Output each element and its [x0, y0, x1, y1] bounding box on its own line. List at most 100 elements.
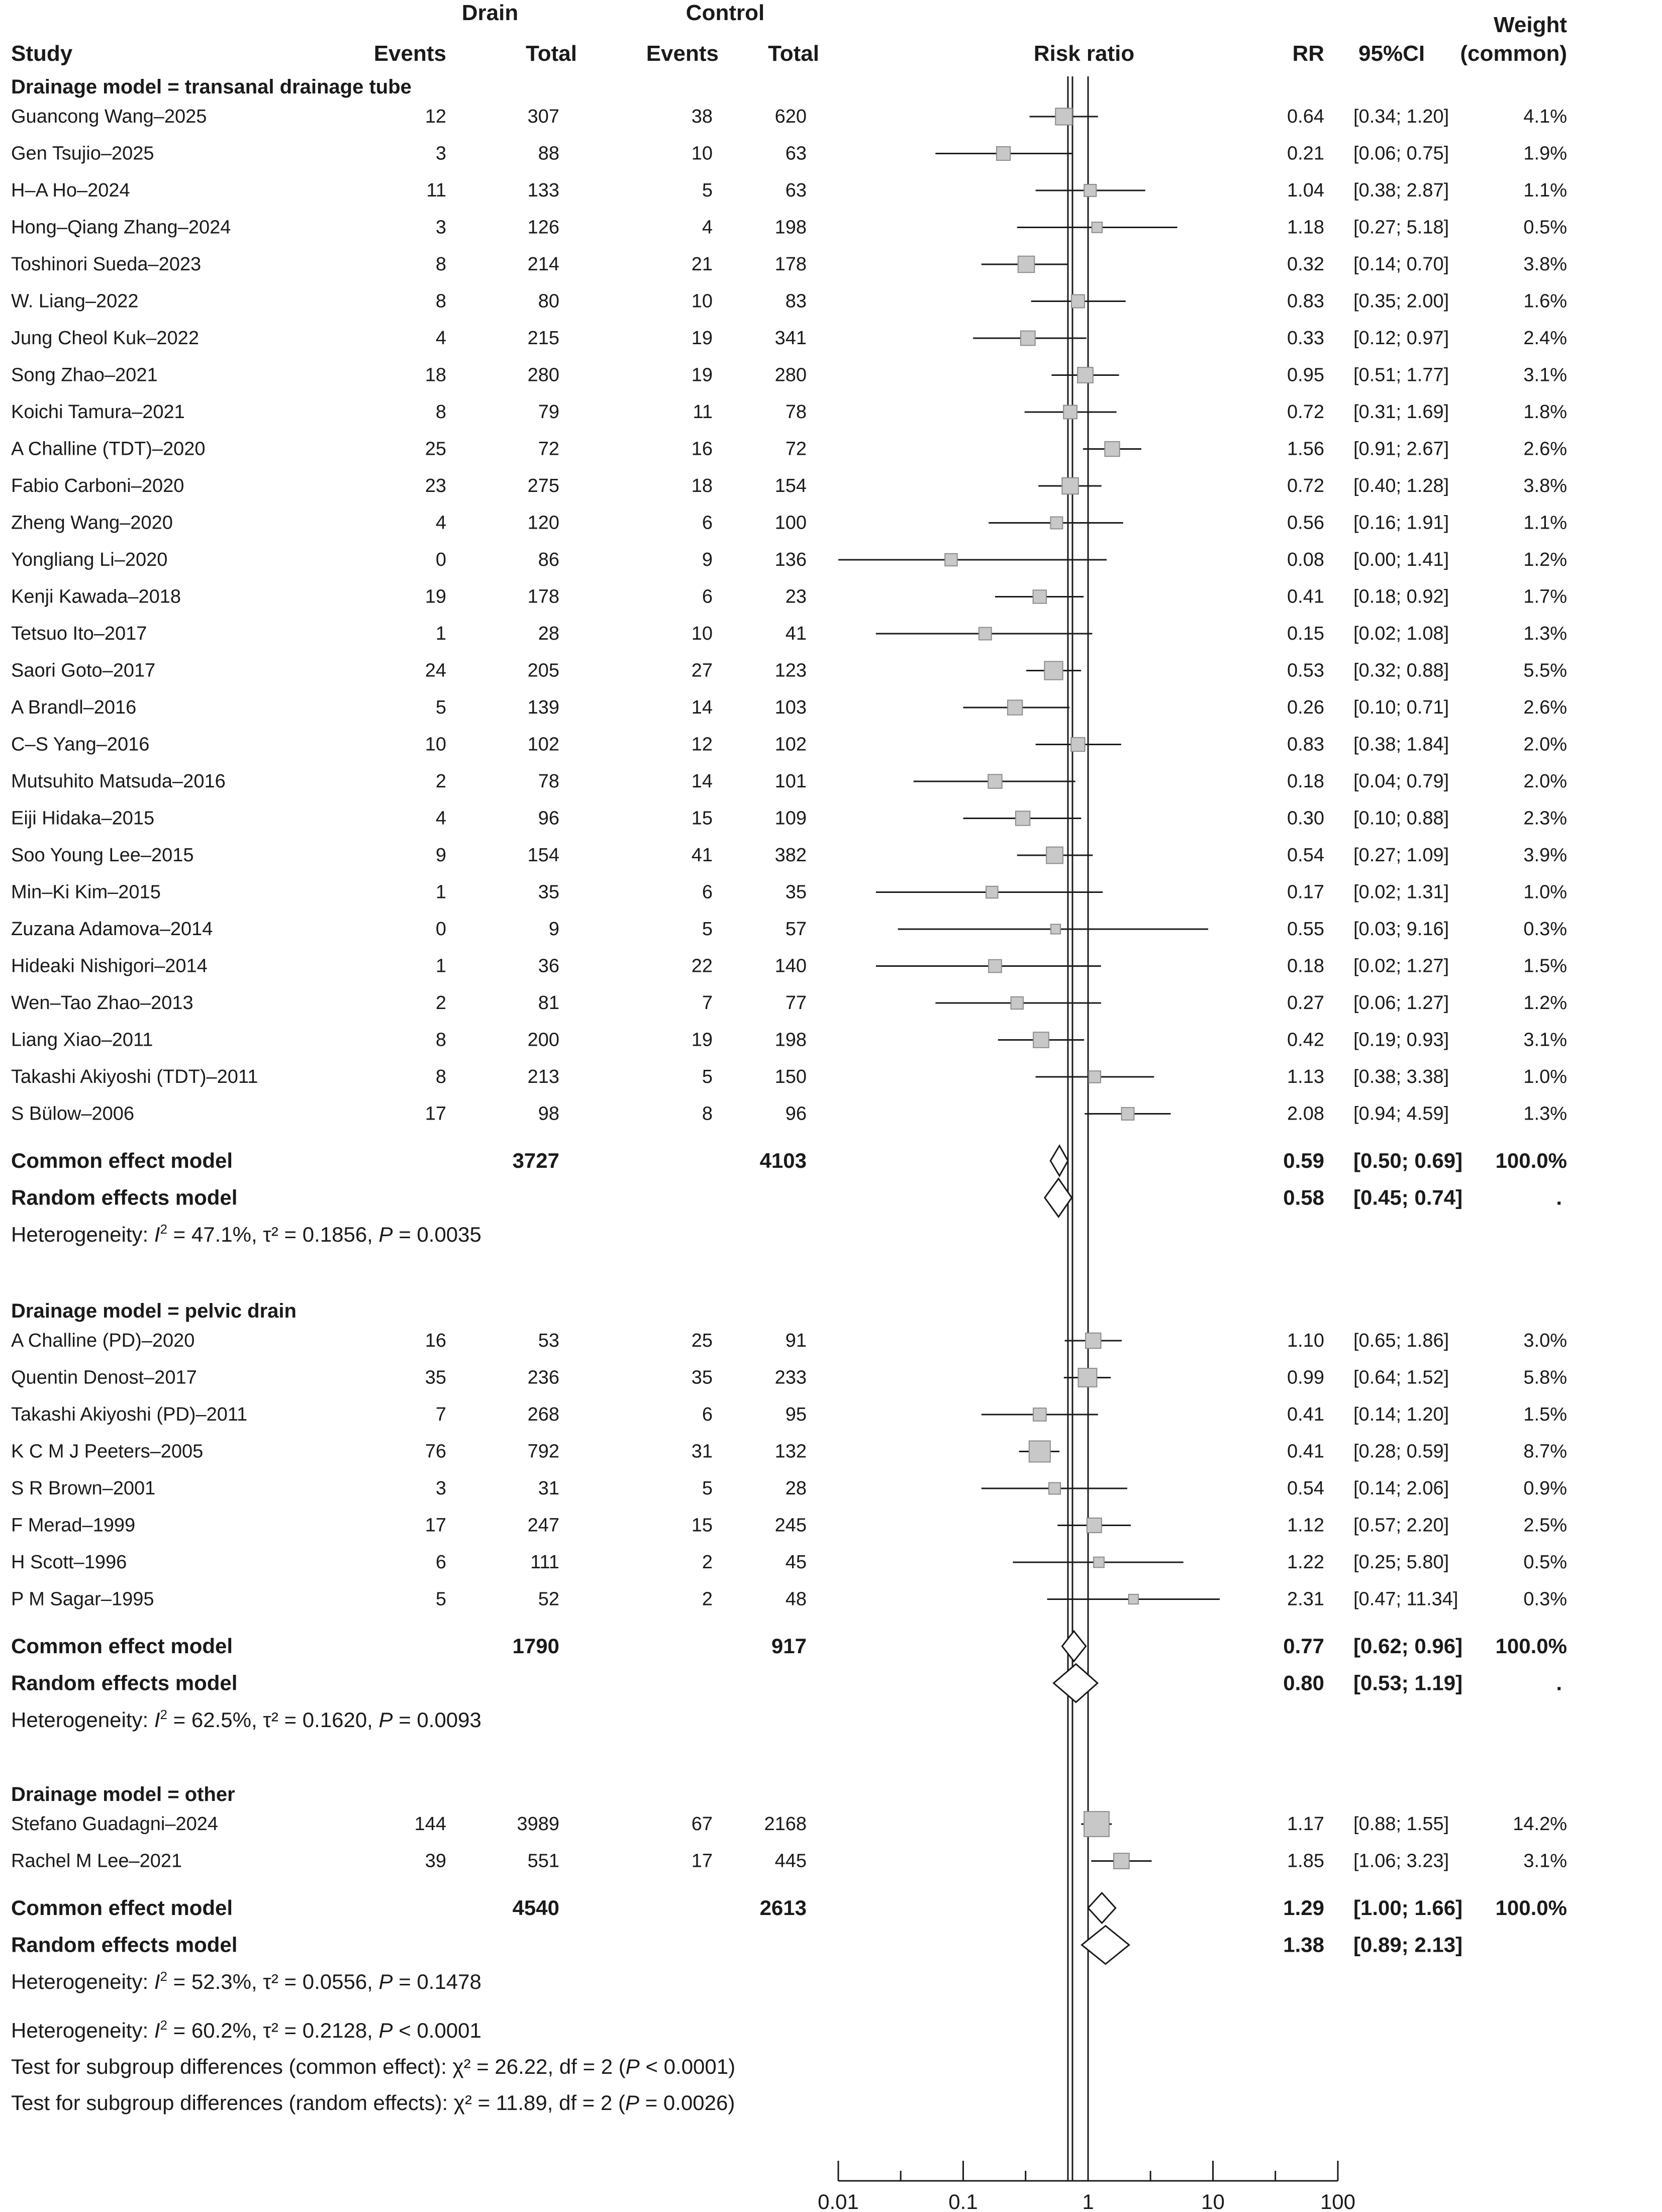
total-drain: 213	[528, 1066, 559, 1087]
header-rr: RR	[1292, 41, 1324, 66]
weight-value: 2.3%	[1523, 808, 1567, 829]
x-tick-label: 1	[1082, 2190, 1094, 2212]
ci-value: [0.19; 0.93]	[1353, 1030, 1449, 1051]
total-control: 140	[775, 956, 807, 977]
common-effect-label: Common effect model	[11, 1896, 233, 1920]
total-drain: 86	[538, 549, 559, 570]
rr-value: 1.04	[1287, 180, 1324, 201]
ci-value: [0.94; 4.59]	[1353, 1103, 1449, 1125]
events-drain: 17	[425, 1515, 446, 1536]
common-ci: [0.62; 0.96]	[1353, 1634, 1462, 1658]
weight-value: 1.2%	[1523, 549, 1567, 570]
weight-value: 2.4%	[1523, 328, 1567, 349]
rr-value: 0.26	[1287, 697, 1324, 718]
events-drain: 7	[436, 1404, 446, 1425]
weight-value: 2.6%	[1523, 697, 1567, 718]
common-effect-label: Common effect model	[11, 1149, 233, 1172]
total-drain: 268	[528, 1404, 559, 1425]
random-ci: [0.45; 0.74]	[1353, 1186, 1462, 1210]
ci-value: [0.57; 2.20]	[1353, 1515, 1449, 1536]
rr-value: 0.99	[1287, 1367, 1324, 1388]
subgroup-title: Drainage model = other	[11, 1783, 235, 1805]
effect-square	[1128, 1593, 1139, 1605]
weight-value: 1.1%	[1523, 513, 1567, 534]
effect-square	[1033, 1032, 1049, 1048]
events-drain: 3	[436, 143, 446, 164]
study-name: Quentin Denost–2017	[11, 1367, 197, 1388]
ci-value: [0.18; 0.92]	[1353, 586, 1449, 608]
overall-heterogeneity-text: Heterogeneity: I2 = 60.2%, τ² = 0.2128, …	[11, 2018, 481, 2042]
ci-value: [0.12; 0.97]	[1353, 328, 1449, 349]
total-drain: 178	[528, 586, 559, 608]
rr-value: 1.13	[1287, 1066, 1324, 1087]
events-drain: 16	[425, 1330, 446, 1351]
effect-square	[978, 627, 992, 641]
effect-square	[1032, 1407, 1047, 1422]
total-control: 63	[786, 180, 807, 201]
study-name: Zuzana Adamova–2014	[11, 919, 213, 940]
rr-value: 0.32	[1287, 254, 1324, 275]
events-drain: 0	[436, 549, 446, 570]
weight-value: 1.3%	[1523, 1103, 1567, 1125]
events-control: 5	[702, 180, 713, 201]
events-control: 19	[692, 1030, 713, 1051]
events-drain: 5	[436, 697, 446, 718]
events-drain: 3	[436, 217, 446, 238]
weight-value: 3.9%	[1523, 845, 1567, 866]
events-drain: 35	[425, 1367, 446, 1388]
study-name: Zheng Wang–2020	[11, 513, 173, 534]
effect-square	[986, 885, 999, 899]
rr-value: 1.85	[1287, 1851, 1324, 1872]
header-risk-ratio: Risk ratio	[1034, 41, 1135, 66]
subgroup-test-text: Test for subgroup differences (common ef…	[11, 2055, 735, 2078]
total-drain: 53	[538, 1330, 559, 1351]
rr-value: 1.17	[1287, 1814, 1324, 1835]
weight-value: 1.8%	[1523, 401, 1567, 423]
effect-square	[1113, 1853, 1130, 1869]
events-drain: 10	[425, 734, 446, 755]
effect-square	[944, 553, 958, 567]
effect-square	[1088, 1070, 1101, 1083]
total-control: 445	[775, 1851, 807, 1872]
events-drain: 8	[436, 254, 446, 275]
ci-value: [0.27; 1.09]	[1353, 845, 1449, 866]
total-drain: 102	[528, 734, 559, 755]
x-tick-label: 100	[1320, 2190, 1355, 2212]
heterogeneity-text: Heterogeneity: I2 = 62.5%, τ² = 0.1620, …	[11, 1707, 481, 1732]
total-drain: 31	[538, 1478, 559, 1499]
effect-square	[1070, 294, 1085, 309]
events-control: 6	[702, 513, 713, 534]
total-drain: 28	[538, 623, 559, 644]
total-drain: 139	[528, 697, 559, 718]
common-rr: 1.29	[1283, 1896, 1324, 1920]
total-drain: 154	[528, 845, 559, 866]
header-drain: Drain	[462, 1, 518, 25]
header-ci: 95%CI	[1358, 41, 1425, 66]
random-effects-label: Random effects model	[11, 1933, 237, 1957]
total-drain: 792	[528, 1441, 559, 1462]
rr-value: 0.56	[1287, 513, 1324, 534]
total-control: 245	[775, 1515, 807, 1536]
x-tick-label: 0.1	[948, 2190, 977, 2212]
ci-value: [0.38; 3.38]	[1353, 1066, 1449, 1087]
rr-value: 1.12	[1287, 1515, 1324, 1536]
rr-value: 0.18	[1287, 956, 1324, 977]
study-name: Koichi Tamura–2021	[11, 401, 185, 423]
total-drain: 236	[528, 1367, 559, 1388]
weight-value: 3.1%	[1523, 1030, 1567, 1051]
random-ci: [0.53; 1.19]	[1353, 1671, 1462, 1695]
total-control: 123	[775, 660, 807, 681]
study-name: S Bülow–2006	[11, 1103, 134, 1125]
ci-value: [0.25; 5.80]	[1353, 1552, 1449, 1573]
events-drain: 8	[436, 401, 446, 423]
pooled-diamond	[1087, 1891, 1117, 1925]
study-name: Yongliang Li–2020	[11, 549, 167, 570]
total-control: 233	[775, 1367, 807, 1388]
weight-value: 1.1%	[1523, 180, 1567, 201]
study-name: Gen Tsujio–2025	[11, 143, 154, 164]
events-control: 4	[702, 217, 713, 238]
common-effect-label: Common effect model	[11, 1634, 233, 1658]
weight-value: 1.2%	[1523, 992, 1567, 1014]
weight-value: 3.1%	[1523, 1851, 1567, 1872]
study-name: A Challine (PD)–2020	[11, 1330, 194, 1351]
